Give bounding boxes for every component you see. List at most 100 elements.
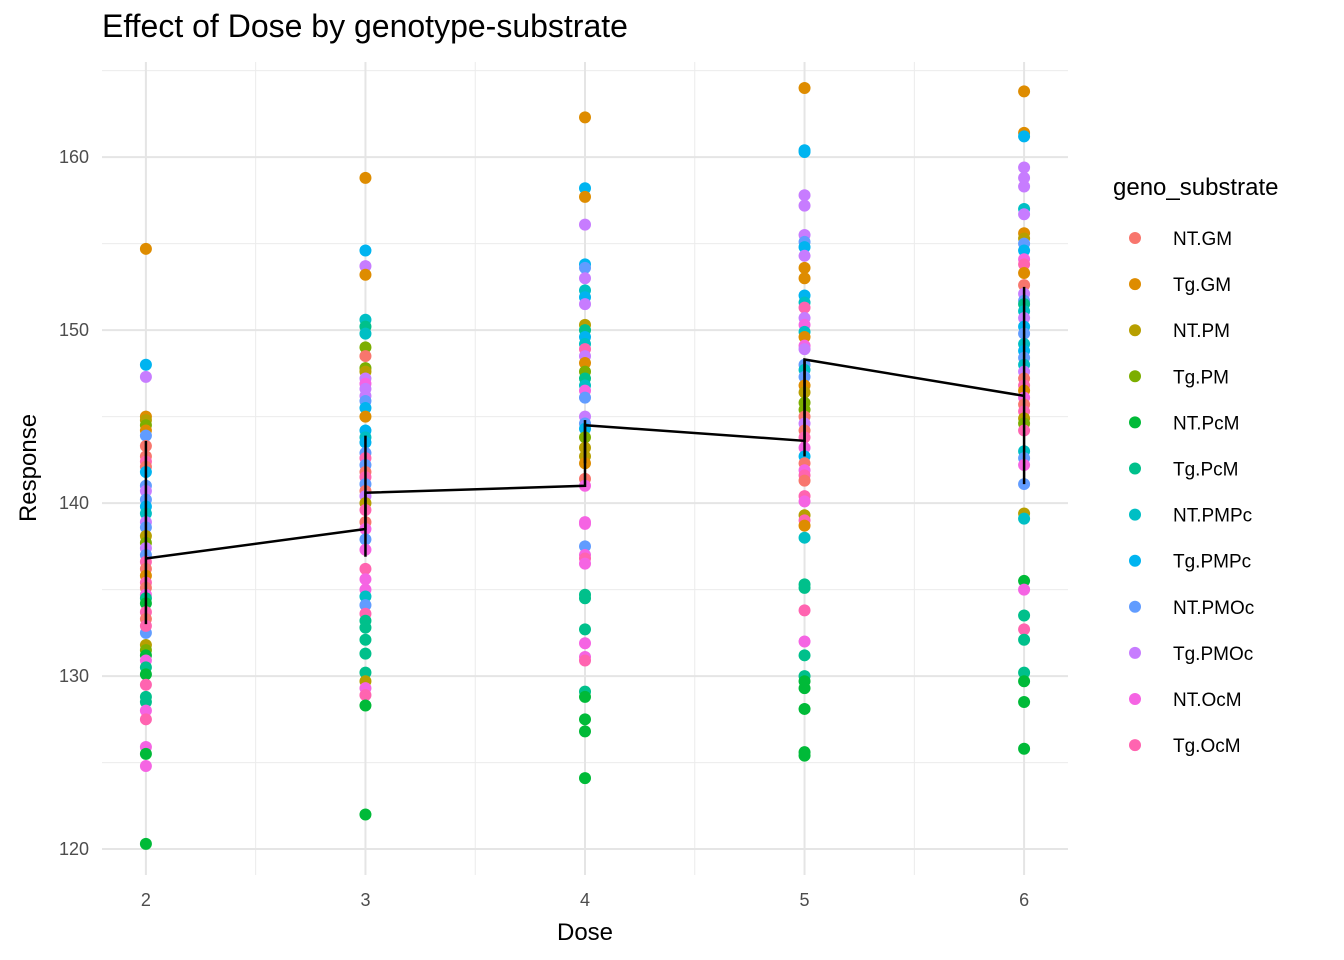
x-tick-label: 4 (580, 890, 590, 910)
data-point (579, 111, 591, 124)
data-point (139, 242, 152, 255)
data-point (359, 401, 372, 414)
legend-key (1129, 646, 1141, 659)
legend: geno_substrate NT.GM Tg.GM NT.PM Tg.PM NT.Pc… (1113, 174, 1278, 757)
data-point (359, 666, 372, 679)
data-point (359, 633, 372, 646)
data-point (1018, 279, 1031, 292)
data-point (579, 391, 591, 404)
legend-label: NT.OcM (1173, 690, 1242, 711)
data-point (579, 725, 591, 738)
data-point (1018, 675, 1031, 688)
data-point (359, 689, 372, 702)
data-point (139, 747, 152, 760)
data-point (798, 301, 811, 314)
data-point (139, 358, 152, 371)
data-point (1018, 666, 1031, 679)
data-point (798, 241, 811, 254)
data-point (798, 343, 811, 356)
data-point (798, 702, 811, 715)
data-point (139, 678, 152, 691)
data-point (1018, 85, 1031, 98)
mean-line (145, 358, 1025, 560)
data-point (139, 760, 152, 773)
data-point (798, 272, 811, 285)
y-tick-label: 120 (59, 839, 89, 859)
data-point (579, 261, 591, 274)
data-point (139, 713, 152, 726)
legend-label: NT.GM (1173, 229, 1232, 250)
y-tick-label: 130 (59, 666, 89, 686)
data-point (798, 81, 811, 94)
data-point (1018, 609, 1031, 622)
data-point (1018, 623, 1031, 636)
legend-key (1129, 462, 1141, 475)
x-axis-ticks: 2 3 4 5 6 (141, 890, 1029, 910)
data-point (359, 350, 372, 363)
data-point (579, 654, 591, 667)
data-point (1018, 267, 1031, 280)
data-point (139, 429, 152, 442)
data-point (798, 581, 811, 594)
legend-title: geno_substrate (1113, 174, 1278, 201)
data-point (798, 249, 811, 262)
data-point (139, 370, 152, 383)
data-point (798, 635, 811, 648)
data-point (359, 171, 372, 184)
data-point (359, 590, 372, 603)
legend-label: Tg.OcM (1173, 736, 1241, 757)
data-point (1018, 512, 1031, 525)
data-point (798, 189, 811, 202)
data-point (579, 637, 591, 650)
legend-key (1129, 508, 1141, 521)
x-tick-label: 6 (1019, 890, 1029, 910)
legend-label: NT.PMPc (1173, 506, 1252, 527)
legend-key (1129, 693, 1141, 705)
y-tick-label: 150 (59, 320, 89, 340)
legend-label: Tg.GM (1173, 275, 1231, 296)
legend-label: Tg.PcM (1173, 460, 1238, 481)
data-point (798, 519, 811, 532)
x-tick-label: 5 (800, 890, 810, 910)
data-point (359, 699, 372, 712)
data-point (579, 517, 591, 530)
data-point (579, 592, 591, 605)
data-point (139, 837, 152, 850)
data-point (798, 495, 811, 508)
legend-key (1129, 739, 1141, 752)
data-point (798, 682, 811, 695)
data-point (798, 749, 811, 762)
data-point (1018, 244, 1031, 257)
legend-key (1129, 416, 1141, 429)
data-point (1018, 574, 1031, 587)
data-point (579, 298, 591, 311)
data-point (798, 199, 811, 212)
data-point (359, 621, 372, 634)
data-point (798, 649, 811, 662)
legend-label: Tg.PMPc (1173, 552, 1251, 573)
data-point (359, 341, 372, 354)
data-point (139, 704, 152, 717)
data-point (1018, 161, 1031, 174)
data-point (579, 190, 591, 203)
chart-title: Effect of Dose by genotype-substrate (102, 8, 628, 44)
data-point (798, 145, 811, 158)
data-point (579, 540, 591, 553)
legend-label: Tg.PM (1173, 367, 1229, 388)
data-point (798, 474, 811, 487)
legend-label: NT.PcM (1173, 413, 1240, 434)
data-point (1018, 130, 1031, 143)
y-axis-ticks: 120 130 140 150 160 (59, 147, 89, 859)
data-point (579, 713, 591, 726)
data-point (579, 218, 591, 231)
legend-label: Tg.PMOc (1173, 644, 1253, 665)
data-point (1018, 742, 1031, 755)
data-point (359, 260, 372, 273)
legend-key (1129, 370, 1141, 383)
legend-label: NT.PMOc (1173, 598, 1254, 619)
data-point (359, 562, 372, 575)
mean-lines (144, 286, 1026, 625)
legend-key (1129, 232, 1141, 244)
data-point (798, 531, 811, 544)
